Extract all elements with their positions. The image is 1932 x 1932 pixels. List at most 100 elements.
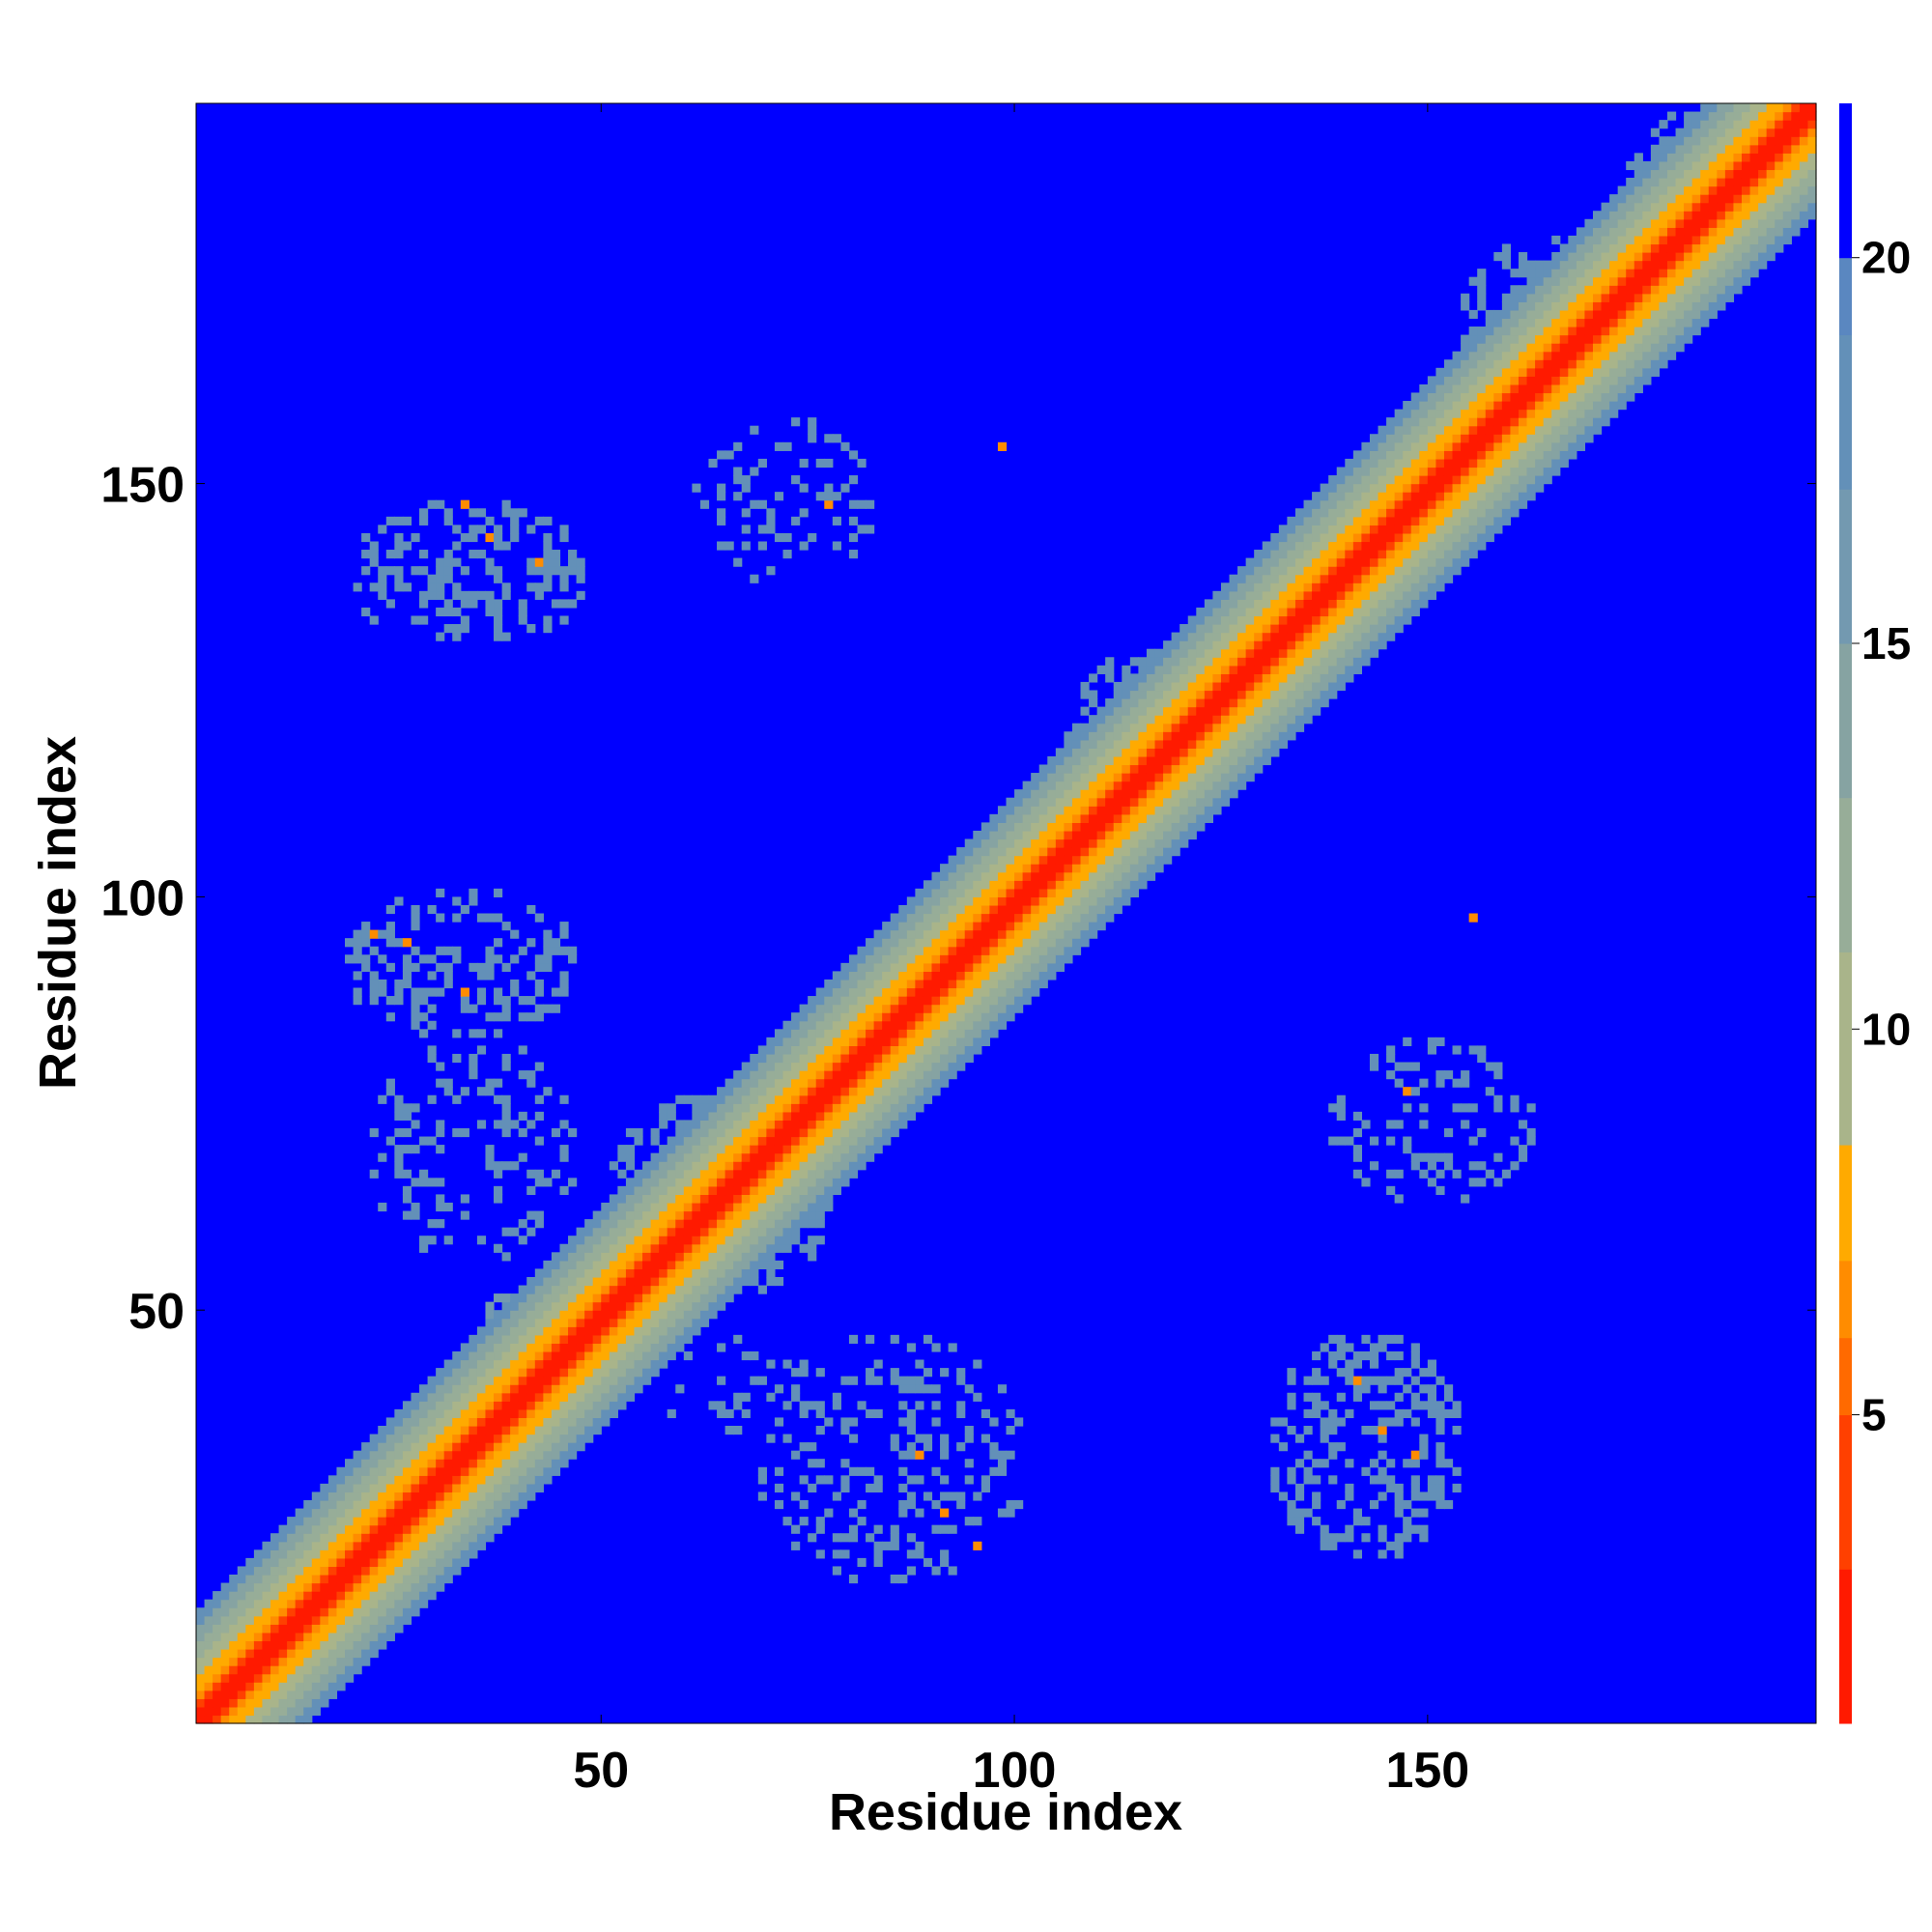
- heatmap-cell: [766, 1120, 776, 1129]
- heatmap-cell: [940, 979, 950, 989]
- heatmap-cell: [345, 1574, 355, 1584]
- heatmap-cell: [1179, 706, 1189, 716]
- heatmap-cell: [278, 1549, 288, 1559]
- heatmap-cell: [808, 1136, 817, 1146]
- heatmap-cell: [1386, 1401, 1396, 1410]
- heatmap-cell: [402, 1582, 412, 1592]
- heatmap-cell: [1419, 425, 1429, 435]
- heatmap-cell: [1022, 888, 1032, 897]
- heatmap-cell: [262, 1673, 271, 1683]
- heatmap-cell: [733, 1120, 743, 1129]
- heatmap-cell: [898, 996, 908, 1006]
- heatmap-cell: [443, 1499, 453, 1510]
- heatmap-cell: [1080, 731, 1090, 741]
- heatmap-cell: [1071, 797, 1082, 807]
- heatmap-cell: [750, 1243, 759, 1253]
- heatmap-cell: [1378, 607, 1387, 617]
- heatmap-cell: [1419, 541, 1429, 551]
- heatmap-cell: [857, 1152, 867, 1162]
- heatmap-cell: [510, 1401, 520, 1410]
- heatmap-cell: [443, 1442, 453, 1452]
- heatmap-cell: [501, 996, 511, 1006]
- heatmap-cell: [1403, 532, 1412, 543]
- heatmap-cell: [584, 1334, 594, 1345]
- heatmap-cell: [559, 1376, 569, 1385]
- heatmap-cell: [576, 1343, 585, 1352]
- heatmap-cell: [1352, 532, 1363, 543]
- heatmap-cell: [1204, 607, 1214, 617]
- heatmap-cell: [1212, 723, 1222, 732]
- heatmap-cell: [1154, 665, 1164, 674]
- heatmap-cell: [534, 557, 544, 567]
- heatmap-cell: [1220, 739, 1231, 749]
- heatmap-cell: [774, 1120, 784, 1129]
- heatmap-cell: [1303, 599, 1313, 609]
- heatmap-cell: [551, 1293, 561, 1303]
- heatmap-cell: [824, 1111, 834, 1122]
- heatmap-cell: [237, 1599, 246, 1608]
- heatmap-cell: [1336, 1417, 1346, 1427]
- heatmap-cell: [1047, 971, 1057, 980]
- heatmap-cell: [436, 499, 445, 509]
- heatmap-cell: [1336, 657, 1346, 667]
- heatmap-cell: [741, 508, 751, 518]
- heatmap-cell: [1369, 1062, 1379, 1071]
- heatmap-cell: [551, 550, 561, 559]
- heatmap-cell: [592, 1285, 602, 1294]
- heatmap-cell: [510, 1301, 520, 1311]
- heatmap-cell: [1096, 855, 1106, 865]
- heatmap-cell: [717, 1161, 726, 1171]
- heatmap-cell: [642, 1227, 652, 1236]
- heatmap-cell: [460, 1368, 469, 1378]
- heatmap-cell: [510, 1227, 520, 1236]
- heatmap-cell: [848, 987, 859, 997]
- heatmap-cell: [791, 1384, 801, 1394]
- heatmap-cell: [973, 1392, 982, 1402]
- heatmap-cell: [443, 1533, 453, 1543]
- heatmap-cell: [494, 607, 503, 617]
- heatmap-cell: [1113, 723, 1122, 732]
- heatmap-cell: [1427, 1178, 1437, 1187]
- heatmap-cell: [1122, 731, 1131, 741]
- heatmap-cell: [1006, 806, 1015, 815]
- heatmap-cell: [1163, 739, 1173, 749]
- heatmap-cell: [476, 1492, 487, 1501]
- heatmap-cell: [1394, 624, 1404, 634]
- heatmap-cell: [1113, 681, 1122, 692]
- heatmap-cell: [518, 1152, 527, 1162]
- heatmap-cell: [1237, 764, 1247, 774]
- heatmap-cell: [882, 1004, 892, 1013]
- heatmap-cell: [427, 1450, 437, 1460]
- heatmap-cell: [923, 1094, 933, 1104]
- heatmap-cell: [940, 929, 950, 939]
- heatmap-cell: [1204, 632, 1214, 641]
- heatmap-cell: [692, 1210, 701, 1220]
- heatmap-cell: [1410, 1350, 1420, 1361]
- heatmap-cell: [576, 1368, 585, 1378]
- heatmap-cell: [559, 979, 569, 989]
- heatmap-cell: [898, 1070, 908, 1080]
- heatmap-cell: [1096, 922, 1106, 931]
- heatmap-cell: [799, 1094, 809, 1104]
- heatmap-cell: [1129, 888, 1139, 897]
- heatmap-cell: [848, 1524, 859, 1534]
- heatmap-cell: [997, 979, 1008, 989]
- heatmap-cell: [1022, 954, 1032, 964]
- heatmap-cell: [551, 938, 561, 948]
- heatmap-cell: [303, 1632, 313, 1642]
- heatmap-cell: [808, 1210, 817, 1220]
- heatmap-cell: [1369, 434, 1379, 443]
- heatmap-cell: [1394, 434, 1404, 443]
- heatmap-cell: [419, 1178, 429, 1187]
- heatmap-cell: [617, 1202, 627, 1212]
- heatmap-cell: [617, 1152, 627, 1162]
- heatmap-cell: [1154, 789, 1164, 799]
- heatmap-cell: [659, 1169, 668, 1179]
- heatmap-cell: [385, 1499, 395, 1510]
- heatmap-cell: [601, 1326, 611, 1336]
- heatmap-cell: [1378, 483, 1387, 493]
- heatmap-cell: [1055, 764, 1065, 774]
- heatmap-cell: [782, 1053, 792, 1064]
- heatmap-cell: [873, 962, 883, 972]
- heatmap-cell: [262, 1665, 271, 1675]
